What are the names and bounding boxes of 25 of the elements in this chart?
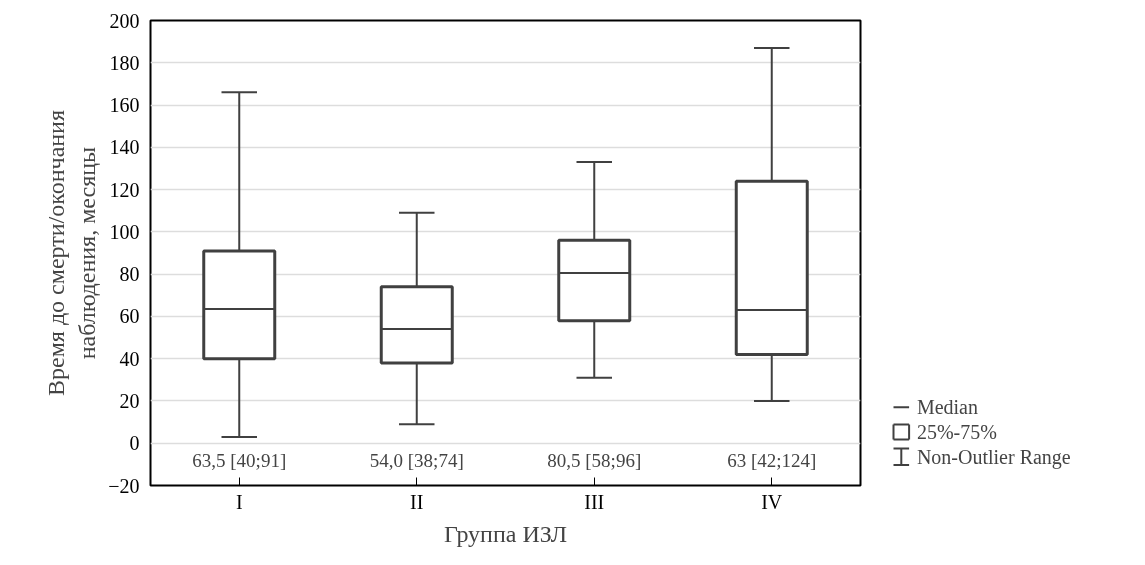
y-tick-label: 160 [109,94,140,117]
y-tick-label: 60 [119,305,140,328]
y-tick-label: 180 [109,51,140,74]
x-axis-title: Группа ИЗЛ [444,520,567,547]
x-tick-label: I [235,490,243,513]
y-tick-label: 0 [129,432,140,455]
text: 63,5 [40;91] [192,450,287,471]
y-tick-label: 80 [119,263,140,286]
y-tick-label: 120 [109,178,140,201]
x-tick-label: II [410,490,424,513]
y-axis-title: Время до смерти/окончания наблюдения, месяцы [43,109,101,396]
text: 54,0 [38;74] [369,450,464,471]
text: 25%-75% [916,421,997,443]
y-tick-label: 100 [109,220,140,243]
y-tick-label: 40 [119,347,140,370]
x-tick-label: IV [761,490,783,513]
y-tick-label: 20 [119,389,140,412]
y-tick-label: 140 [109,136,140,159]
text: 63 [42;124] [727,450,817,471]
y-tick-label: 200 [109,9,140,32]
x-tick-label: III [584,490,605,513]
text: Non-Outlier Range [916,445,1071,469]
text: Median [916,396,978,419]
y-tick-label: −20 [108,474,140,497]
text: 80,5 [58;96] [547,450,642,471]
